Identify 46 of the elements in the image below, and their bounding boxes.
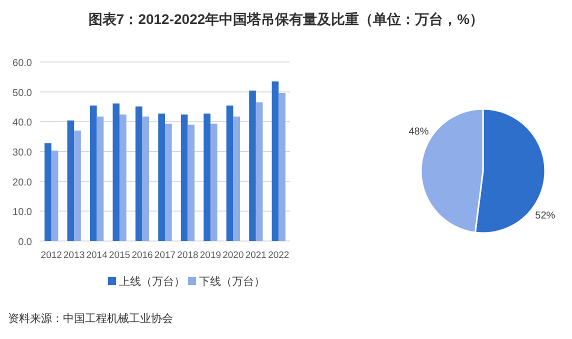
bar [74, 130, 81, 241]
bar [120, 114, 126, 241]
bar [158, 114, 165, 241]
x-tick-label: 2020 [222, 250, 244, 261]
x-tick-label: 2012 [40, 250, 62, 261]
bar [249, 90, 256, 241]
x-tick-label: 2021 [245, 250, 266, 261]
chart-title: 图表7：2012-2022年中国塔吊保有量及比重（单位：万台，%） [88, 11, 484, 27]
bar [51, 150, 58, 241]
legend-label: 上线（万台） [119, 275, 185, 288]
x-tick-label: 2013 [64, 250, 85, 261]
bar [44, 143, 52, 241]
bar [90, 106, 97, 241]
x-tick-label: 2014 [86, 250, 108, 261]
data-label: 52% [535, 210, 556, 222]
y-tick-label: 20.0 [12, 177, 32, 188]
y-tick-label: 0.0 [18, 237, 32, 248]
y-tick-label: 60.0 [12, 58, 32, 69]
data-label: 48% [408, 126, 429, 138]
bar [112, 103, 120, 241]
bar [278, 93, 286, 241]
bar [142, 116, 150, 241]
y-tick-label: 30.0 [12, 148, 32, 158]
bar [180, 114, 188, 241]
bar [96, 116, 104, 241]
bar [226, 106, 234, 241]
y-tick-label: 40.0 [12, 118, 32, 129]
bar [165, 124, 172, 241]
bar [204, 114, 210, 241]
x-tick-label: 2015 [108, 250, 130, 261]
x-tick-label: 2016 [132, 250, 153, 261]
bar [188, 124, 195, 241]
bar [256, 102, 263, 241]
y-tick-label: 50.0 [12, 88, 32, 99]
text: 资料来源：中国工程机械工业协会 [8, 312, 173, 325]
bar [135, 106, 142, 241]
y-tick-label: 10.0 [12, 207, 32, 218]
x-tick-label: 2018 [177, 250, 198, 261]
legend-label: 下线（万台） [199, 275, 265, 288]
x-tick-label: 2019 [200, 250, 222, 261]
x-tick-label: 2022 [268, 250, 290, 261]
bar [233, 116, 240, 241]
bar [272, 81, 279, 241]
bar [67, 120, 74, 241]
x-tick-label: 2017 [154, 250, 176, 261]
bar [210, 124, 218, 241]
